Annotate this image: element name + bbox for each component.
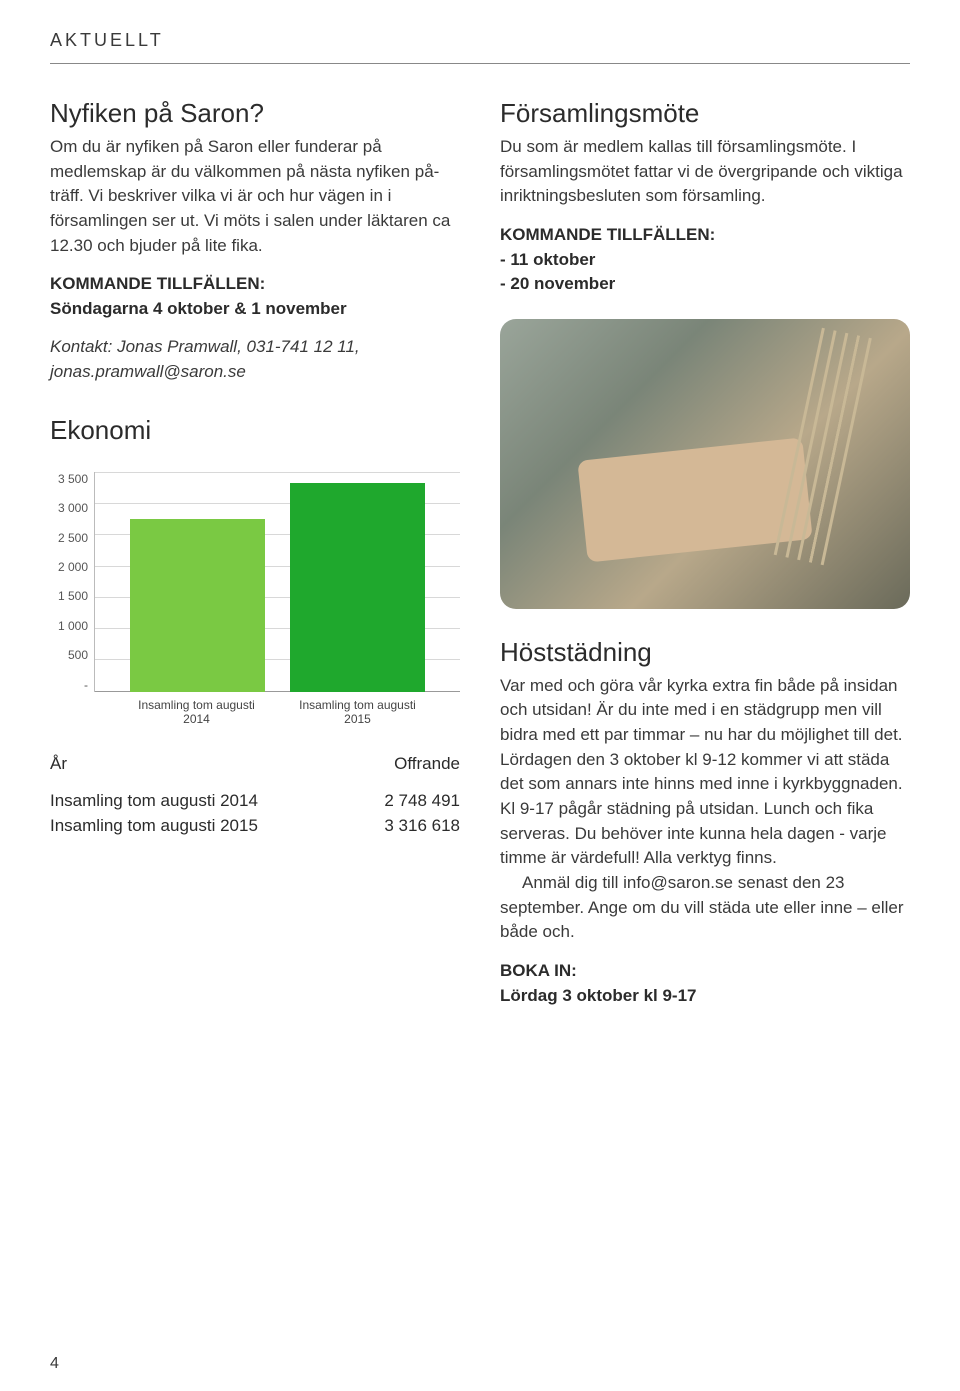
table-cell: 2 748 491 xyxy=(384,788,460,814)
table-header-row: År Offrande xyxy=(50,754,460,774)
ytick: 1 500 xyxy=(50,589,88,603)
ekonomi-chart: 3 500 3 000 2 500 2 000 1 500 1 000 500 … xyxy=(50,472,460,726)
xlabel: Insamling tom augusti 2015 xyxy=(290,698,425,726)
nyfiken-body: Om du är nyfiken på Saron eller funderar… xyxy=(50,135,460,258)
host-p1: Var med och göra vår kyrka extra fin båd… xyxy=(500,674,910,748)
host-p2: Lördagen den 3 oktober kl 9-12 kommer vi… xyxy=(500,748,910,871)
content-columns: Nyfiken på Saron? Om du är nyfiken på Sa… xyxy=(50,98,910,1022)
chart-bar-2015 xyxy=(290,483,425,691)
ytick: 2 000 xyxy=(50,560,88,574)
xlabel: Insamling tom augusti 2014 xyxy=(129,698,264,726)
forsamling-kommande: KOMMANDE TILLFÄLLEN: - 11 oktober - 20 n… xyxy=(500,223,910,297)
left-column: Nyfiken på Saron? Om du är nyfiken på Sa… xyxy=(50,98,460,1022)
table-row: Insamling tom augusti 2015 3 316 618 xyxy=(50,813,460,839)
page-number: 4 xyxy=(50,1355,59,1373)
ytick: 2 500 xyxy=(50,531,88,545)
ekonomi-table: År Offrande Insamling tom augusti 2014 2… xyxy=(50,754,460,839)
forsamling-body: Du som är medlem kallas till församlings… xyxy=(500,135,910,209)
forsamling-title: Församlingsmöte xyxy=(500,98,910,129)
table-cell: Insamling tom augusti 2015 xyxy=(50,813,258,839)
host-p3: Anmäl dig till info@saron.se senast den … xyxy=(500,871,910,945)
section-header: AKTUELLT xyxy=(50,30,910,51)
chart-y-axis: 3 500 3 000 2 500 2 000 1 500 1 000 500 … xyxy=(50,472,94,692)
ytick: 3 500 xyxy=(50,472,88,486)
table-cell: 3 316 618 xyxy=(384,813,460,839)
header-rule xyxy=(50,63,910,64)
table-header: År xyxy=(50,754,67,774)
nyfiken-title: Nyfiken på Saron? xyxy=(50,98,460,129)
ytick: 1 000 xyxy=(50,619,88,633)
chart-plot xyxy=(94,472,460,692)
table-cell: Insamling tom augusti 2014 xyxy=(50,788,258,814)
ytick: 500 xyxy=(50,648,88,662)
ytick: - xyxy=(50,678,88,692)
chart-bar-2014 xyxy=(130,519,265,692)
table-row: Insamling tom augusti 2014 2 748 491 xyxy=(50,788,460,814)
host-boka: BOKA IN: Lördag 3 oktober kl 9-17 xyxy=(500,959,910,1008)
table-header: Offrande xyxy=(394,754,460,774)
ekonomi-title: Ekonomi xyxy=(50,415,460,446)
nyfiken-kontakt: Kontakt: Jonas Pramwall, 031-741 12 11, … xyxy=(50,335,460,384)
chart-x-labels: Insamling tom augusti 2014 Insamling tom… xyxy=(94,692,460,726)
hoststadning-image xyxy=(500,319,910,609)
host-title: Höststädning xyxy=(500,637,910,668)
right-column: Församlingsmöte Du som är medlem kallas … xyxy=(500,98,910,1022)
nyfiken-kommande: KOMMANDE TILLFÄLLEN: Söndagarna 4 oktobe… xyxy=(50,272,460,321)
ytick: 3 000 xyxy=(50,501,88,515)
